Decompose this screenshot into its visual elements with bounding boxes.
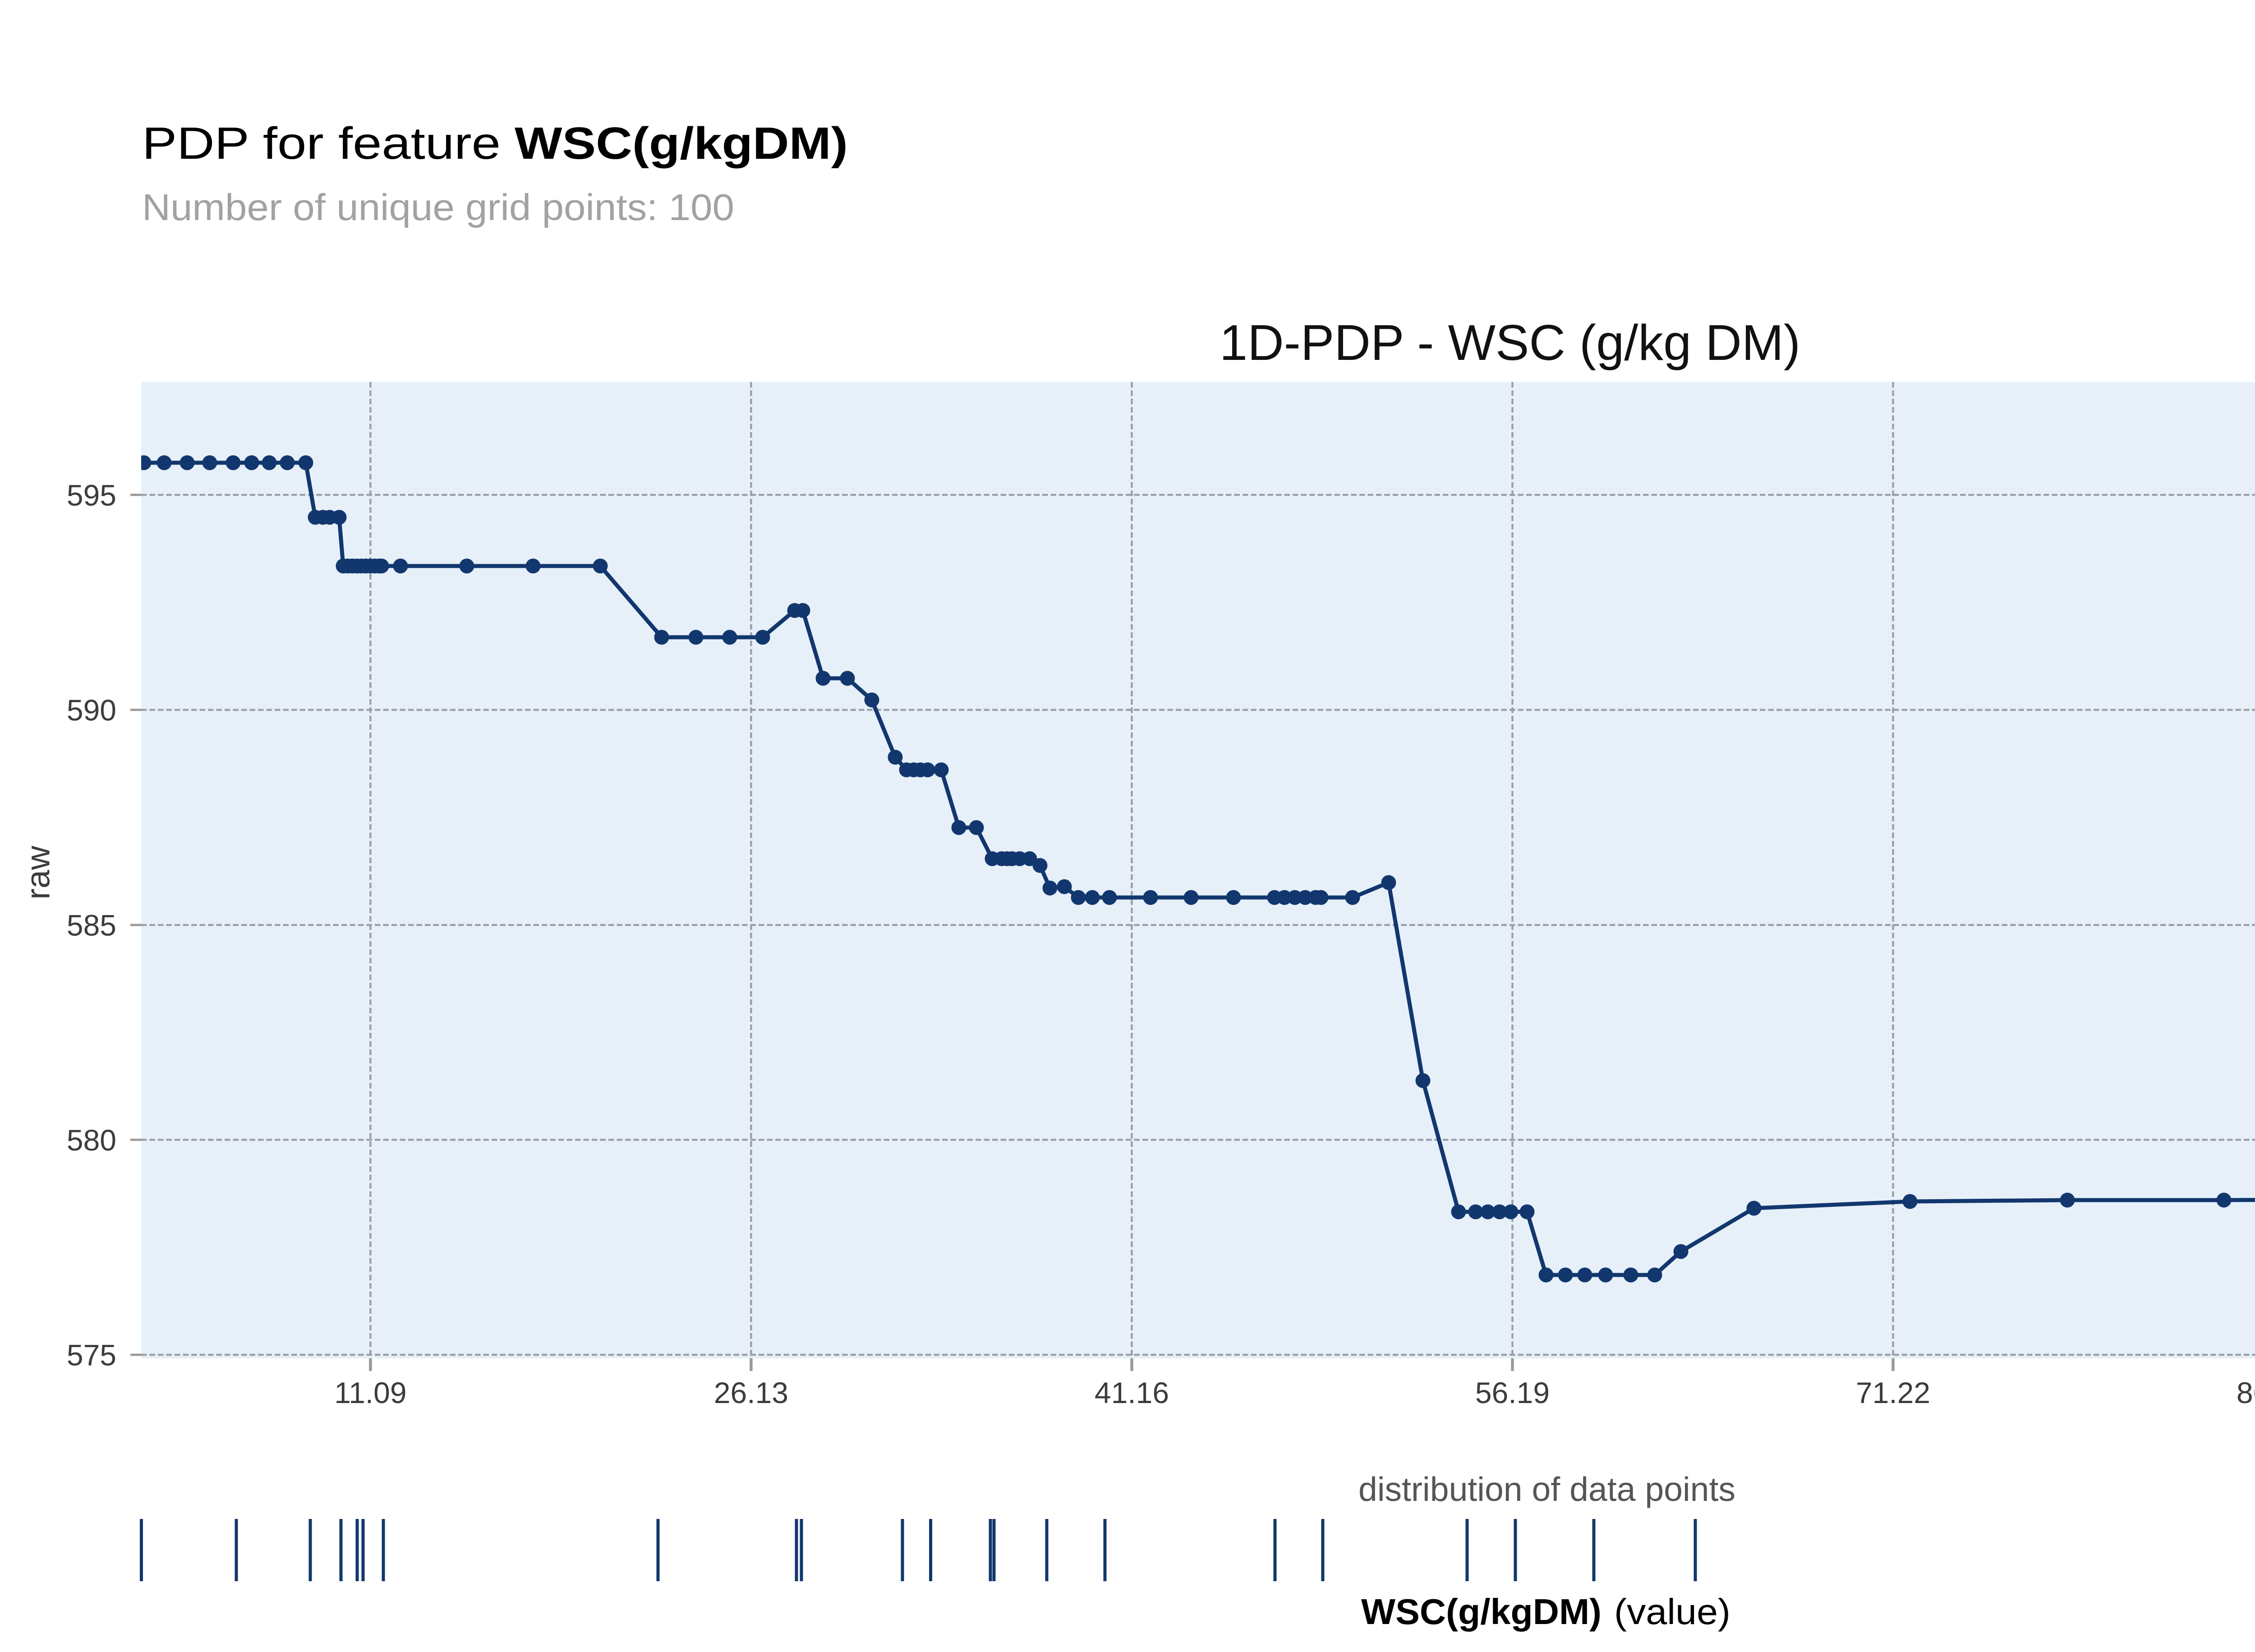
svg-text:71.22: 71.22 [1856,1376,1930,1409]
svg-text:WSC(g/kgDM): WSC(g/kgDM) [515,118,848,169]
svg-text:(value): (value) [1614,1592,1730,1632]
svg-text:raw: raw [19,846,57,900]
svg-text:distribution of data points: distribution of data points [1358,1470,1735,1508]
svg-text:1D-PDP - WSC (g/kg DM): 1D-PDP - WSC (g/kg DM) [1220,315,1800,371]
svg-text:86.25: 86.25 [2237,1376,2255,1409]
svg-text:Number of unique grid points:: Number of unique grid points: 100 [142,186,734,228]
svg-text:585: 585 [67,909,116,942]
svg-text:590: 590 [67,694,116,727]
svg-text:580: 580 [67,1123,116,1157]
svg-text:PDP for feature: PDP for feature [142,118,501,169]
svg-text:WSC(g/kgDM): WSC(g/kgDM) [1361,1592,1602,1632]
svg-text:26.13: 26.13 [714,1376,788,1409]
svg-text:11.09: 11.09 [334,1376,406,1409]
svg-text:595: 595 [67,479,116,512]
svg-text:56.19: 56.19 [1475,1376,1550,1409]
svg-text:41.16: 41.16 [1095,1376,1169,1409]
svg-text:575: 575 [67,1339,116,1372]
